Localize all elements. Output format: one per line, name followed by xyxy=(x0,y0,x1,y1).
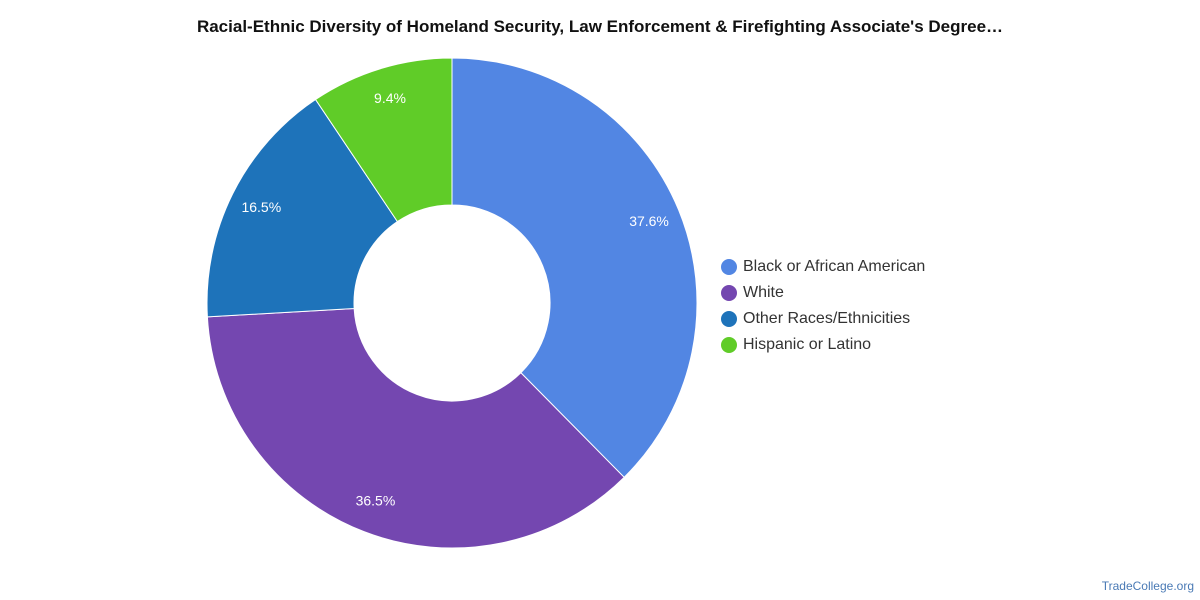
legend-swatch-white xyxy=(721,285,737,301)
legend-label-other-races-ethnicities: Other Races/Ethnicities xyxy=(743,310,911,327)
legend-item-other-races-ethnicities[interactable]: Other Races/Ethnicities xyxy=(721,306,925,332)
slice-label-black-or-african-american: 37.6% xyxy=(629,213,669,229)
legend-item-hispanic-or-latino[interactable]: Hispanic or Latino xyxy=(721,332,925,358)
legend-swatch-black-or-african-american xyxy=(721,259,737,275)
slice-label-other-races-ethnicities: 16.5% xyxy=(241,199,281,215)
slice-black-or-african-american[interactable] xyxy=(451,57,698,479)
chart-title: Racial-Ethnic Diversity of Homeland Secu… xyxy=(196,17,1004,36)
legend-label-white: White xyxy=(743,284,784,301)
legend-item-black-or-african-american[interactable]: Black or African American xyxy=(721,254,925,280)
slice-label-white: 36.5% xyxy=(356,492,396,508)
chart-legend: Black or African American White Other Ra… xyxy=(721,254,925,358)
legend-label-black-or-african-american: Black or African American xyxy=(743,258,926,275)
source-credit[interactable]: TradeCollege.org xyxy=(1101,579,1194,593)
slice-other-races-ethnicities[interactable] xyxy=(206,98,399,318)
slice-white[interactable] xyxy=(206,308,625,549)
slice-hispanic-or-latino[interactable] xyxy=(314,57,453,223)
legend-swatch-hispanic-or-latino xyxy=(721,337,737,353)
slice-label-hispanic-or-latino: 9.4% xyxy=(374,90,406,106)
legend-item-white[interactable]: White xyxy=(721,280,925,306)
legend-swatch-other-races-ethnicities xyxy=(721,311,737,327)
legend-label-hispanic-or-latino: Hispanic or Latino xyxy=(743,336,872,353)
